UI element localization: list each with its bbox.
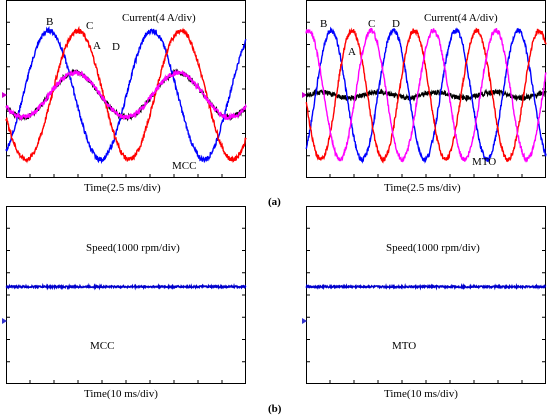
series-line-a <box>305 88 547 103</box>
series-line-d <box>5 69 247 122</box>
current-plot-mcc-annotation: Current(4 A/div) <box>122 12 196 24</box>
current-plot-mto-label-C: C <box>368 18 376 30</box>
current-plot-mcc-label-A: A <box>93 40 101 52</box>
current-plot-mcc-xlabel: Time(2.5 ms/div) <box>84 182 161 194</box>
plot-frame <box>6 206 246 384</box>
ground-marker <box>302 92 307 98</box>
speed-plot-mto-xlabel: Time(10 ms/div) <box>384 388 458 400</box>
current-plot-mto-annotation: Current(4 A/div) <box>424 12 498 24</box>
speed-plot-mcc: Speed(1000 rpm/div) MCC <box>2 206 247 384</box>
current-plot-mcc-label-B: B <box>46 16 54 28</box>
current-plot-mcc-label-D: D <box>112 41 120 53</box>
current-plot-mto-xlabel: Time(2.5 ms/div) <box>384 182 461 194</box>
series-line-speed <box>305 282 547 291</box>
current-plot-mcc-svg <box>2 0 247 178</box>
plot-frame <box>6 0 246 178</box>
series-line-d <box>305 27 547 163</box>
speed-plot-mcc-method-label: MCC <box>90 340 115 352</box>
speed-plot-mto-method-label: MTO <box>392 340 417 352</box>
series-line-b <box>5 25 247 165</box>
ground-marker <box>302 318 307 324</box>
current-plot-mto-svg <box>302 0 547 178</box>
figure-caption-b: (b) <box>268 403 282 415</box>
series-line-b <box>305 26 547 164</box>
current-plot-mto-method-label: MTO <box>472 156 497 168</box>
figure-caption-a: (a) <box>268 196 281 208</box>
speed-plot-mcc-annotation: Speed(1000 rpm/div) <box>86 242 180 254</box>
speed-plot-mcc-xlabel: Time(10 ms/div) <box>84 388 158 400</box>
current-plot-mto: Current(4 A/div) MTO B C D A <box>302 0 547 178</box>
current-plot-mto-label-D: D <box>392 18 400 30</box>
current-plot-mcc-method-label: MCC <box>172 160 197 172</box>
speed-plot-mto: Speed(1000 rpm/div) MTO <box>302 206 547 384</box>
current-plot-mto-label-B: B <box>320 18 328 30</box>
series-line-c <box>305 27 547 164</box>
plot-frame <box>306 206 546 384</box>
current-plot-mcc-label-C: C <box>86 20 94 32</box>
series-line-speed <box>5 282 247 291</box>
ground-marker <box>2 318 7 324</box>
speed-plot-mto-svg <box>302 206 547 384</box>
current-plot-mto-label-A: A <box>348 46 356 58</box>
series-line-c <box>5 25 247 164</box>
speed-plot-mcc-svg <box>2 206 247 384</box>
current-plot-mcc: Current(4 A/div) MCC B C A D <box>2 0 247 178</box>
plot-frame <box>306 0 546 178</box>
speed-plot-mto-annotation: Speed(1000 rpm/div) <box>386 242 480 254</box>
ground-marker <box>2 92 7 98</box>
